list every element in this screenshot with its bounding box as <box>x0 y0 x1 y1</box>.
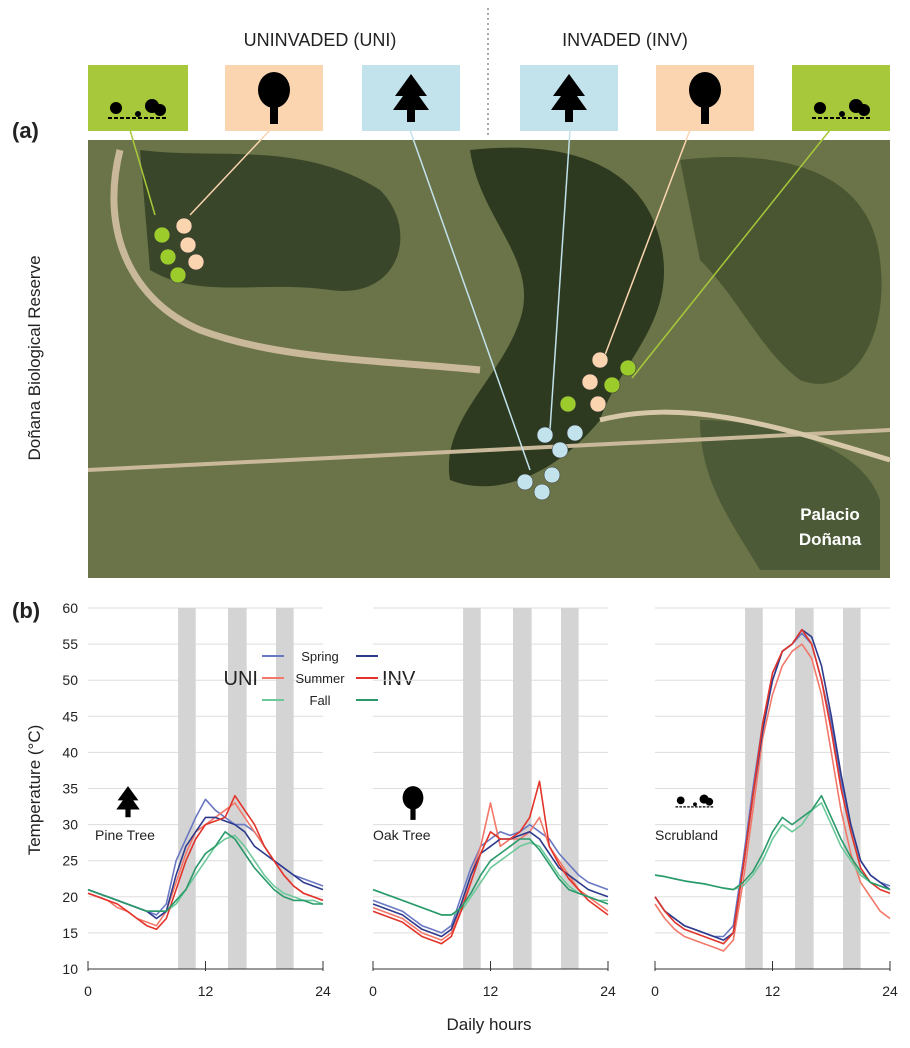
place-label: Doñana <box>799 530 862 549</box>
x-tick-label: 12 <box>483 983 499 999</box>
panel-title: Oak Tree <box>373 827 431 843</box>
legend-label: Summer <box>295 671 345 686</box>
line-chart: 0 12 24 Scrubland <box>651 608 898 999</box>
icon-box <box>792 65 890 131</box>
panel-icon <box>116 786 139 817</box>
y-tick-label: 35 <box>62 781 78 797</box>
y-tick-label: 30 <box>62 817 78 833</box>
y-tick-label: 20 <box>62 889 78 905</box>
icon-box <box>88 65 188 131</box>
y-tick-label: 60 <box>62 600 78 616</box>
shaded-band <box>561 608 579 969</box>
line-chart: 0 12 24 Oak Tree <box>369 608 616 999</box>
legend-label: Fall <box>310 693 331 708</box>
x-tick-label: 12 <box>765 983 781 999</box>
place-label: Palacio <box>800 505 860 524</box>
y-tick-label: 40 <box>62 744 78 760</box>
map-side-label: Doñana Biological Reserve <box>25 255 44 460</box>
legend-group: INV <box>382 668 416 690</box>
y-tick-label: 45 <box>62 708 78 724</box>
shaded-band <box>843 608 861 969</box>
header: UNINVADED (UNI) INVADED (INV) (a) <box>12 8 890 143</box>
figure: UNINVADED (UNI) INVADED (INV) (a) <box>0 0 910 1043</box>
y-tick-label: 50 <box>62 672 78 688</box>
y-tick-label: 10 <box>62 961 78 977</box>
shaded-band <box>178 608 196 969</box>
y-axis-title: Temperature (°C) <box>25 725 44 856</box>
shaded-band <box>463 608 481 969</box>
panel-icon <box>676 795 715 807</box>
panel-label: (b) <box>12 598 40 623</box>
x-tick-label: 0 <box>369 983 377 999</box>
charts: 10 15 20 25 30 35 40 45 50 55 60 0 12 24 Pine Tree Spri… <box>62 600 898 999</box>
legend-group: UNI <box>224 668 258 690</box>
x-tick-label: 24 <box>600 983 616 999</box>
uni-label: UNINVADED (UNI) <box>244 30 397 50</box>
shaded-band <box>276 608 294 969</box>
legend-label: Spring <box>301 649 339 664</box>
shaded-band <box>228 608 247 969</box>
shaded-band <box>513 608 532 969</box>
panel-icon <box>403 786 424 820</box>
legend: Spring Summer Fall UNI INV <box>224 649 416 708</box>
x-tick-label: 24 <box>882 983 898 999</box>
panel-label: (a) <box>12 118 39 143</box>
shaded-band <box>795 608 814 969</box>
inv-label: INVADED (INV) <box>562 30 688 50</box>
panel-title: Pine Tree <box>95 827 155 843</box>
x-tick-label: 24 <box>315 983 331 999</box>
y-tick-label: 25 <box>62 853 78 869</box>
x-tick-label: 0 <box>84 983 92 999</box>
x-tick-label: 12 <box>198 983 214 999</box>
map: Palacio Doñana Doñana Biological Reserve <box>25 130 890 578</box>
x-axis-title: Daily hours <box>446 1015 531 1034</box>
line-chart: 10 15 20 25 30 35 40 45 50 55 60 0 12 24 Pine Tree Spri… <box>62 600 416 999</box>
y-tick-label: 55 <box>62 636 78 652</box>
panel-title: Scrubland <box>655 827 718 843</box>
y-tick-label: 15 <box>62 925 78 941</box>
x-tick-label: 0 <box>651 983 659 999</box>
